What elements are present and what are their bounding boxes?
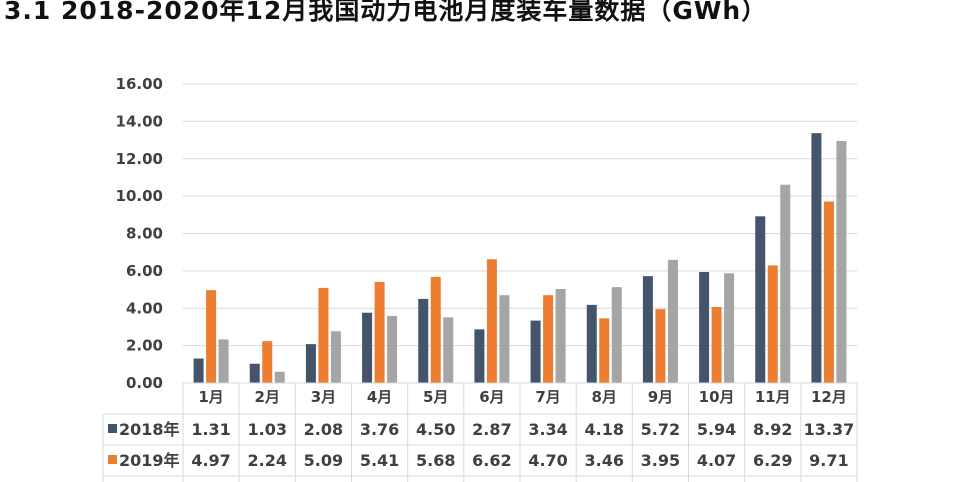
- bar-2020年-12月: [836, 140, 847, 383]
- bar-2018年-10月: [699, 271, 710, 383]
- data-label: 3.95: [641, 451, 680, 470]
- x-tick-label: 6月: [479, 388, 504, 406]
- data-label: 13.37: [804, 420, 855, 439]
- bar-2019年-9月: [655, 309, 666, 383]
- legend-key-2019年: [108, 455, 117, 464]
- data-label: 4.97: [191, 451, 230, 470]
- bar-2020年-4月: [387, 315, 398, 383]
- bar-2020年-10月: [724, 273, 735, 383]
- bar-2018年-2月: [249, 363, 260, 383]
- bar-2020年-6月: [499, 295, 510, 383]
- y-tick-label: 2.00: [126, 337, 163, 355]
- bar-2019年-6月: [486, 259, 497, 383]
- bar-2019年-5月: [430, 276, 441, 383]
- x-tick-label: 3月: [311, 388, 336, 406]
- x-tick-label: 12月: [811, 388, 847, 406]
- bar-2019年-1月: [206, 290, 217, 383]
- bar-2020年-3月: [330, 331, 341, 383]
- data-label: 5.68: [416, 451, 455, 470]
- x-tick-label: 10月: [699, 388, 735, 406]
- data-label: 2.87: [472, 420, 511, 439]
- data-label: 3.34: [528, 420, 567, 439]
- y-tick-label: 16.00: [116, 75, 163, 93]
- bar-2019年-11月: [767, 265, 778, 383]
- bar-2018年-4月: [362, 312, 373, 383]
- data-label: 2.24: [248, 451, 287, 470]
- bar-2020年-8月: [611, 287, 622, 383]
- data-label: 4.07: [697, 451, 736, 470]
- data-label: 5.09: [304, 451, 343, 470]
- x-tick-label: 11月: [755, 388, 791, 406]
- bar-2018年-1月: [193, 358, 204, 383]
- bar-2018年-11月: [755, 216, 766, 383]
- data-label: 2.08: [304, 420, 343, 439]
- data-label: 5.94: [697, 420, 736, 439]
- data-label: 3.46: [585, 451, 624, 470]
- y-tick-label: 10.00: [116, 187, 163, 205]
- data-label: 6.62: [472, 451, 511, 470]
- bar-2020年-7月: [555, 289, 566, 383]
- bar-2020年-2月: [274, 371, 285, 383]
- bar-2019年-2月: [262, 341, 273, 383]
- data-label: 9.71: [809, 451, 848, 470]
- data-label: 4.70: [528, 451, 567, 470]
- x-tick-label: 1月: [198, 388, 223, 406]
- bar-2020年-5月: [443, 317, 454, 383]
- data-label: 3.76: [360, 420, 399, 439]
- bar-2018年-8月: [586, 304, 597, 383]
- bar-2019年-3月: [318, 287, 329, 383]
- bar-2018年-9月: [642, 276, 653, 383]
- y-axis-ticks: 0.00 2.00 4.00 6.00 8.00 10.00 12.00 14.00 16.00: [116, 75, 163, 392]
- y-tick-label: 0.00: [126, 374, 163, 392]
- y-tick-label: 6.00: [126, 262, 163, 280]
- y-tick-label: 12.00: [116, 150, 163, 168]
- bar-2018年-12月: [811, 133, 822, 383]
- legend-label-2019年: 2019年: [119, 451, 180, 470]
- bar-2020年-1月: [218, 339, 229, 383]
- data-label: 4.50: [416, 420, 455, 439]
- legend-label-2018年: 2018年: [119, 420, 180, 439]
- bar-2019年-7月: [543, 295, 554, 383]
- x-tick-label: 8月: [592, 388, 617, 406]
- data-label: 5.41: [360, 451, 399, 470]
- data-label: 4.18: [585, 420, 624, 439]
- x-tick-label: 2月: [255, 388, 280, 406]
- bar-2019年-10月: [711, 306, 722, 383]
- legend-key-2018年: [108, 424, 117, 433]
- bar-2020年-9月: [667, 259, 678, 383]
- bar-2018年-3月: [305, 344, 316, 383]
- data-label: 1.31: [191, 420, 230, 439]
- bar-2018年-6月: [474, 329, 485, 383]
- bar-2018年-5月: [418, 298, 429, 383]
- data-label: 1.03: [248, 420, 287, 439]
- data-label: 5.72: [641, 420, 680, 439]
- y-tick-label: 4.00: [126, 299, 163, 317]
- y-tick-label: 14.00: [116, 112, 163, 130]
- x-tick-label: 4月: [367, 388, 392, 406]
- bar-2019年-4月: [374, 281, 385, 383]
- x-tick-label: 9月: [648, 388, 673, 406]
- bar-2020年-11月: [780, 184, 791, 383]
- x-tick-label: 5月: [423, 388, 448, 406]
- bars: [193, 133, 847, 383]
- y-tick-label: 8.00: [126, 225, 163, 243]
- data-table: 1月 2月 3月 4月 5月 6月 7月 8月 9月 10月 11月 12月 2018年 1.31 1.03…: [102, 382, 858, 482]
- bar-2019年-12月: [823, 201, 834, 383]
- data-label: 8.92: [753, 420, 792, 439]
- bar-2018年-7月: [530, 320, 541, 383]
- bar-2019年-8月: [599, 318, 610, 383]
- data-label: 6.29: [753, 451, 792, 470]
- chart-title: 3.1 2018-2020年12月我国动力电池月度装车量数据（GWh）: [4, 0, 768, 25]
- x-tick-label: 7月: [535, 388, 560, 406]
